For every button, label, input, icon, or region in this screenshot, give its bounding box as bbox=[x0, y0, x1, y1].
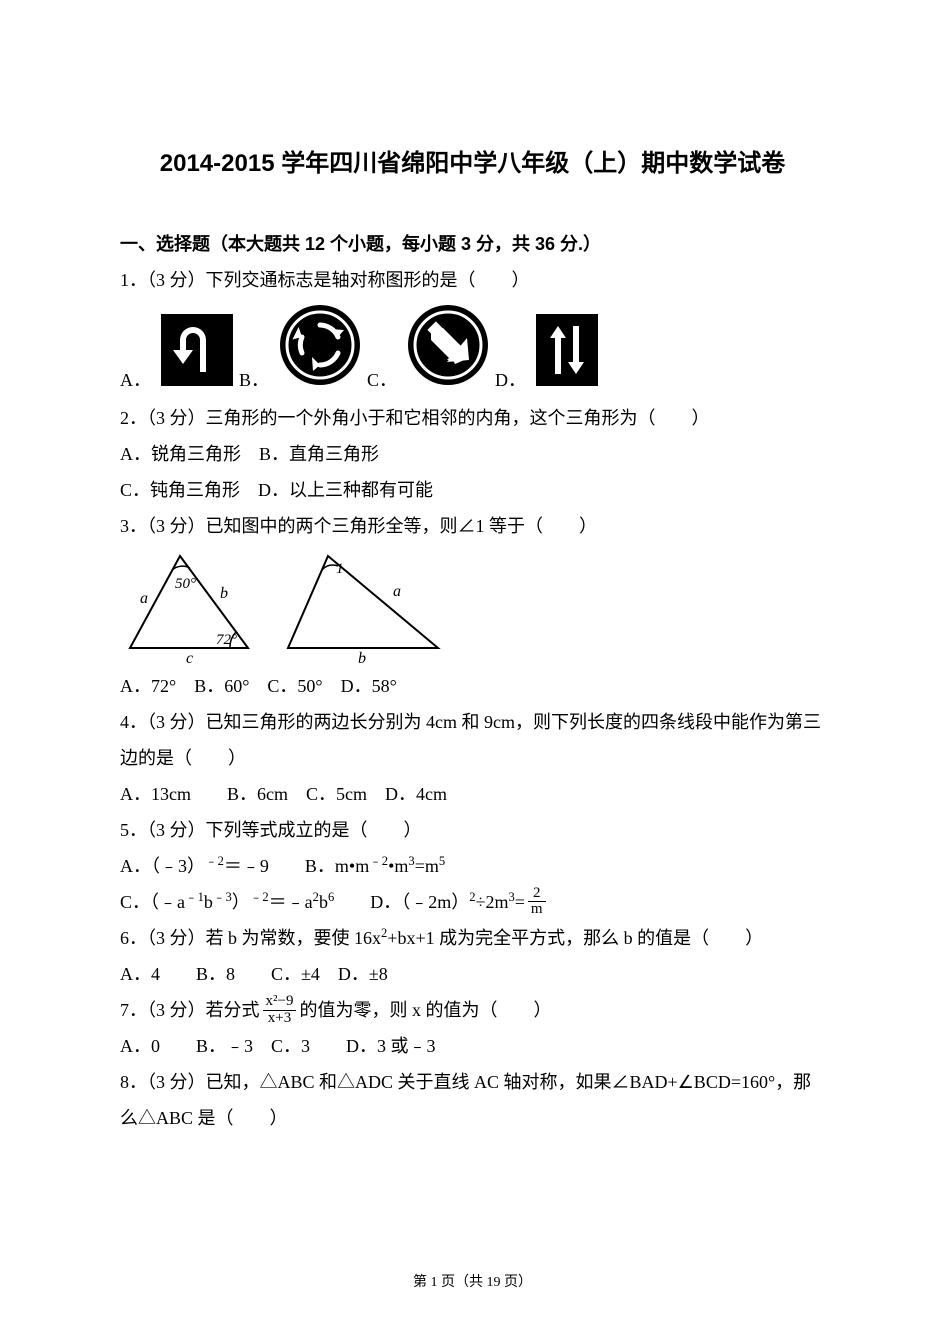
q7-frac: x²−9x+3 bbox=[263, 994, 297, 1027]
q1-opt-b-label: B． bbox=[239, 362, 269, 398]
question-3-answers: A．72° B．60° C．50° D．58° bbox=[120, 668, 825, 704]
q7-post: 的值为零，则 x 的值为（ ） bbox=[299, 1000, 551, 1020]
q5-c-e1: ﹣1 bbox=[185, 890, 204, 904]
question-1-stem: 1．（3 分）下列交通标志是轴对称图形的是（ ） bbox=[120, 262, 825, 298]
svg-text:50°: 50° bbox=[175, 576, 196, 592]
q5-c-e2: ﹣3 bbox=[213, 890, 232, 904]
q5-d-frac-num: 2 bbox=[528, 886, 546, 903]
question-6-stem: 6．（3 分）若 b 为常数，要使 16x2+bx+1 成为完全平方式，那么 b… bbox=[120, 920, 825, 956]
q7-frac-den: x+3 bbox=[263, 1011, 297, 1027]
svg-text:1: 1 bbox=[336, 561, 344, 577]
q5-d-eq: = bbox=[515, 892, 525, 912]
q5-c-m2: ） bbox=[232, 892, 250, 912]
q5-a-exp1: ﹣2 bbox=[205, 854, 224, 868]
question-2-opts-line2: C．钝角三角形 D．以上三种都有可能 bbox=[120, 472, 825, 508]
sign-diagonal-arrow-icon bbox=[407, 304, 489, 398]
q1-opt-d-label: D． bbox=[495, 362, 526, 398]
q5-c-e3: ﹣2 bbox=[250, 890, 269, 904]
triangle-1-icon: 50° 72° a b c bbox=[120, 548, 260, 666]
q1-opt-a-label: A． bbox=[120, 362, 151, 398]
svg-text:b: b bbox=[358, 650, 366, 666]
q5-c-pre: C．（﹣a bbox=[120, 892, 185, 912]
svg-text:c: c bbox=[186, 650, 193, 666]
q5-d-mid: ÷2m bbox=[476, 892, 509, 912]
page-footer: 第 1 页（共 19 页） bbox=[0, 1269, 945, 1297]
q7-pre: 7．（3 分）若分式 bbox=[120, 1000, 260, 1020]
question-2-opts-line1: A．锐角三角形 B．直角三角形 bbox=[120, 436, 825, 472]
sign-updown-arrows-icon bbox=[536, 314, 598, 398]
svg-text:a: a bbox=[393, 583, 401, 600]
q5-b-exp1: ﹣2 bbox=[369, 854, 388, 868]
q5-b-exp3: 5 bbox=[439, 854, 445, 868]
q5-b-mid: •m bbox=[388, 856, 408, 876]
q5-b-end: =m bbox=[415, 856, 439, 876]
section-1-heading: 一、选择题（本大题共 12 个小题，每小题 3 分，共 36 分.） bbox=[120, 226, 825, 262]
triangle-2-icon: 1 a b bbox=[278, 548, 448, 666]
q5-d-frac-den: m bbox=[528, 902, 546, 918]
q5-d-frac: 2m bbox=[528, 886, 546, 919]
question-3-figures: 50° 72° a b c 1 a b bbox=[120, 548, 825, 666]
sign-uturn-icon bbox=[161, 314, 233, 398]
page-title: 2014-2015 学年四川省绵阳中学八年级（上）期中数学试卷 bbox=[120, 140, 825, 188]
question-7-stem: 7．（3 分）若分式x²−9x+3的值为零，则 x 的值为（ ） bbox=[120, 992, 825, 1028]
q5-d-pre: D．（﹣2m） bbox=[334, 892, 469, 912]
question-5-line-ab: A．（﹣3）﹣2＝﹣9 B．m•m﹣2•m3=m5 bbox=[120, 848, 825, 884]
q6-pre: 6．（3 分）若 b 为常数，要使 16x bbox=[120, 928, 381, 948]
question-5-stem: 5．（3 分）下列等式成立的是（ ） bbox=[120, 812, 825, 848]
question-4-answers: A．13cm B．6cm C．5cm D．4cm bbox=[120, 776, 825, 812]
question-3-stem: 3．（3 分）已知图中的两个三角形全等，则∠1 等于（ ） bbox=[120, 508, 825, 544]
q5-c-m1: b bbox=[204, 892, 213, 912]
q5-c-m4: b bbox=[319, 892, 328, 912]
svg-text:72°: 72° bbox=[216, 632, 237, 648]
question-8-stem: 8．（3 分）已知，△ABC 和△ADC 关于直线 AC 轴对称，如果∠BAD+… bbox=[120, 1064, 825, 1136]
svg-text:a: a bbox=[140, 590, 148, 607]
sign-roundabout-icon bbox=[279, 304, 361, 398]
question-4-stem: 4．（3 分）已知三角形的两边长分别为 4cm 和 9cm，则下列长度的四条线段… bbox=[120, 704, 825, 776]
q5-a-pre: A．（﹣3） bbox=[120, 856, 205, 876]
question-1-options: A． B． C． bbox=[120, 304, 825, 398]
question-5-line-cd: C．（﹣a﹣1b﹣3）﹣2＝﹣a2b6 D．（﹣2m）2÷2m3=2m bbox=[120, 884, 825, 920]
svg-text:b: b bbox=[220, 585, 228, 602]
exam-page: 2014-2015 学年四川省绵阳中学八年级（上）期中数学试卷 一、选择题（本大… bbox=[0, 0, 945, 1337]
question-7-answers: A．0 B．﹣3 C．3 D．3 或﹣3 bbox=[120, 1028, 825, 1064]
question-2-stem: 2．（3 分）三角形的一个外角小于和它相邻的内角，这个三角形为（ ） bbox=[120, 400, 825, 436]
q6-post: +bx+1 成为完全平方式，那么 b 的值是（ ） bbox=[387, 928, 763, 948]
q5-b-pre: ＝﹣9 B．m•m bbox=[224, 856, 369, 876]
q1-opt-c-label: C． bbox=[367, 362, 397, 398]
question-6-answers: A．4 B．8 C．±4 D．±8 bbox=[120, 956, 825, 992]
q5-c-m3: ＝﹣a bbox=[269, 892, 313, 912]
q7-frac-num: x²−9 bbox=[263, 994, 297, 1011]
